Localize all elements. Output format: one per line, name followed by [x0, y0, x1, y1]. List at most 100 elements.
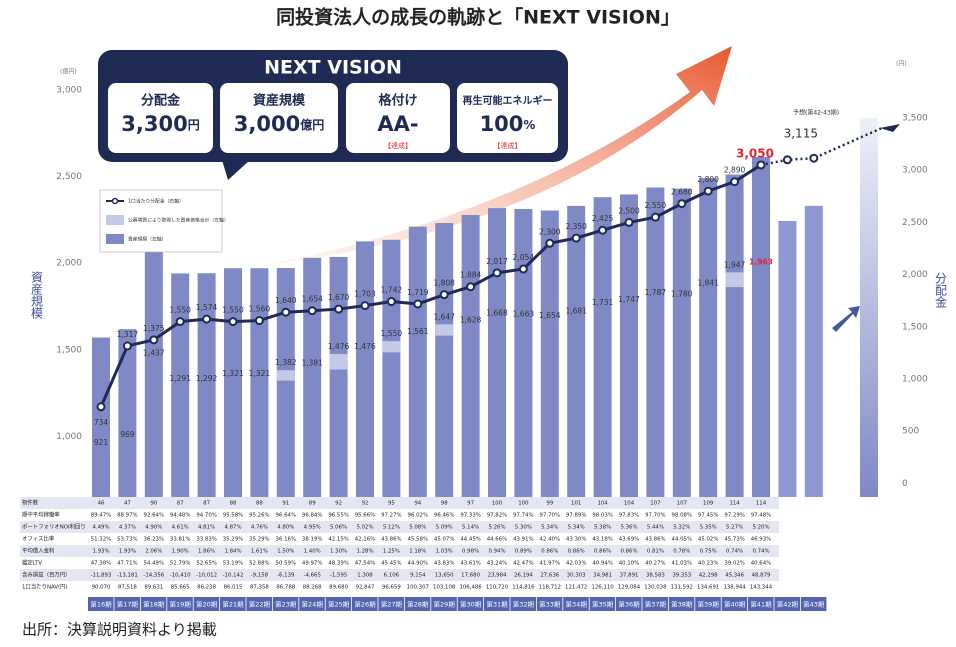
period-cell — [800, 597, 827, 611]
table-cell: 104 — [624, 501, 635, 507]
period-cell — [563, 597, 589, 611]
bar-label: 1,628 — [460, 316, 482, 325]
table-cell: 96.64% — [276, 513, 297, 519]
y-tick-label: 2,500 — [56, 172, 82, 182]
table-cell: 38,583 — [646, 573, 665, 579]
table-cell: 86,015 — [224, 585, 243, 591]
period-cell — [404, 597, 431, 611]
bar — [752, 157, 770, 498]
vision-value: AA- — [377, 112, 418, 136]
period-cell — [457, 597, 484, 611]
y2-tick-label: 500 — [902, 427, 919, 437]
table-cell: 35.29% — [249, 537, 270, 543]
bar — [92, 337, 110, 497]
table-row — [20, 581, 779, 593]
period-cell — [616, 597, 642, 611]
vision-number: 3,000 — [234, 112, 300, 136]
x-tick-label: 第34期 — [566, 600, 588, 609]
table-cell: 114 — [756, 501, 767, 507]
bar-label: 1,681 — [565, 306, 587, 315]
bar-label: 969 — [120, 430, 135, 439]
vision-number: AA- — [377, 112, 418, 136]
table-cell: 5.27% — [726, 525, 743, 531]
table-cell: 5.34% — [568, 525, 585, 531]
bar-label: 1,647 — [433, 312, 455, 321]
table-cell: 33.81% — [170, 537, 191, 543]
period-cell — [589, 597, 616, 611]
table-cell: 103,108 — [433, 585, 456, 591]
forecast-note: 予想(第42-43期) — [793, 109, 839, 117]
line-label: 1,670 — [328, 293, 350, 302]
table-cell: 92 — [335, 501, 342, 507]
table-cell: 5.08% — [409, 525, 426, 531]
x-tick-label: 第21期 — [222, 600, 244, 609]
table-cell: 4.37% — [119, 525, 136, 531]
table-cell: 138,944 — [723, 585, 746, 591]
line-marker — [307, 306, 317, 316]
table-cell: 39.02% — [724, 561, 745, 567]
line-label: 1,375 — [143, 324, 165, 333]
table-cell: 46.93% — [751, 537, 772, 543]
x-tick-label: 第40期 — [724, 600, 746, 609]
table-cell: 87 — [177, 501, 184, 507]
table-row-label: 平均借入金利 — [22, 547, 54, 555]
bar-label: 1,780 — [671, 289, 693, 298]
table-cell: 26,194 — [514, 573, 533, 579]
table-row-label: 物件数 — [22, 499, 39, 507]
table-cell: 97.45% — [698, 513, 719, 519]
x-tick-label: 第28期 — [407, 600, 429, 609]
forecast-marker — [809, 153, 819, 163]
table-cell: -1,595 — [330, 573, 347, 579]
table-cell: 40.27% — [645, 561, 666, 567]
table-cell: 38.19% — [302, 537, 323, 543]
bar-label: 1,787 — [645, 288, 667, 297]
table-cell: 87 — [203, 501, 210, 507]
table-cell: -9,158 — [251, 573, 269, 579]
x-tick-label: 第36期 — [618, 600, 640, 609]
period-cell — [431, 597, 457, 611]
x-tick-label: 第35期 — [592, 600, 614, 609]
bar — [699, 178, 718, 497]
vision-note: 【達成】 — [494, 141, 522, 150]
legend-label: 資産規模（左軸） — [128, 236, 166, 243]
table-cell: 33.83% — [196, 537, 217, 543]
table-cell: -10,012 — [196, 573, 217, 579]
vision-card — [346, 83, 450, 153]
table-cell: 96.55% — [328, 513, 349, 519]
table-cell: 4.81% — [198, 525, 215, 531]
table-cell: 97.33% — [460, 513, 481, 519]
period-cell — [193, 597, 220, 611]
table-cell: 0.94% — [488, 549, 505, 555]
bar-label: 1,747 — [618, 295, 640, 304]
table-cell: 5.44% — [647, 525, 664, 531]
legend-label: 公募増資により取得した資産価格合計（左軸） — [128, 217, 229, 224]
bar — [540, 210, 559, 498]
period-cell — [114, 597, 140, 611]
table-cell: 129,084 — [618, 585, 641, 591]
decor-bar — [860, 118, 878, 497]
table-cell: 1.93% — [92, 549, 109, 555]
table-cell: 0.78% — [673, 549, 690, 555]
table-cell: 4.90% — [145, 525, 162, 531]
bar — [382, 239, 401, 497]
line-marker — [466, 282, 476, 292]
x-tick-label: 第20期 — [196, 600, 218, 609]
line-marker — [413, 299, 423, 309]
x-tick-label: 第16期 — [90, 600, 112, 609]
table-cell: 97.83% — [619, 513, 640, 519]
bar-label: 1,476 — [354, 342, 376, 351]
period-cell — [695, 597, 721, 611]
line-marker — [545, 238, 555, 248]
table-row — [20, 509, 779, 521]
table-cell: 100 — [518, 501, 529, 507]
callout-pointer — [222, 160, 250, 180]
table-cell: 91 — [282, 501, 289, 507]
bar — [461, 215, 480, 497]
period-cell — [352, 597, 378, 611]
line-marker — [518, 264, 528, 274]
period-cell — [325, 597, 352, 611]
table-cell: 95.66% — [355, 513, 376, 519]
table-cell: 88 — [230, 501, 237, 507]
vision-note: 【達成】 — [384, 141, 412, 150]
bar-label: 1,321 — [222, 369, 244, 378]
